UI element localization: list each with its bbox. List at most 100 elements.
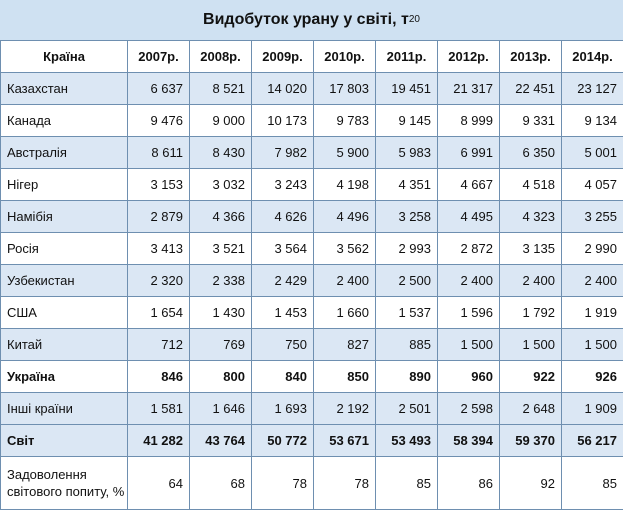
value-cell: 1 596	[438, 297, 500, 329]
country-cell: Казахстан	[1, 73, 128, 105]
value-cell: 3 413	[128, 233, 190, 265]
value-cell: 1 500	[562, 329, 623, 361]
value-cell: 5 900	[314, 137, 376, 169]
value-cell: 19 451	[376, 73, 438, 105]
value-cell: 4 626	[252, 201, 314, 233]
value-cell: 3 521	[190, 233, 252, 265]
value-cell: 926	[562, 361, 623, 393]
value-cell: 3 564	[252, 233, 314, 265]
value-cell: 2 320	[128, 265, 190, 297]
value-cell: 3 135	[500, 233, 562, 265]
value-cell: 4 667	[438, 169, 500, 201]
value-cell: 2 879	[128, 201, 190, 233]
value-cell: 59 370	[500, 425, 562, 457]
value-cell: 1 500	[500, 329, 562, 361]
value-cell: 922	[500, 361, 562, 393]
country-cell: Намібія	[1, 201, 128, 233]
value-cell: 14 020	[252, 73, 314, 105]
value-cell: 6 991	[438, 137, 500, 169]
value-cell: 1 646	[190, 393, 252, 425]
value-cell: 22 451	[500, 73, 562, 105]
value-cell: 9 134	[562, 105, 623, 137]
value-cell: 4 323	[500, 201, 562, 233]
value-cell: 58 394	[438, 425, 500, 457]
value-cell: 6 350	[500, 137, 562, 169]
value-cell: 56 217	[562, 425, 623, 457]
value-cell: 2 648	[500, 393, 562, 425]
value-cell: 750	[252, 329, 314, 361]
value-cell: 8 521	[190, 73, 252, 105]
value-cell: 2 338	[190, 265, 252, 297]
value-cell: 1 500	[438, 329, 500, 361]
value-cell: 2 400	[314, 265, 376, 297]
value-cell: 960	[438, 361, 500, 393]
value-cell: 712	[128, 329, 190, 361]
value-cell: 5 983	[376, 137, 438, 169]
value-cell: 3 562	[314, 233, 376, 265]
value-cell: 3 153	[128, 169, 190, 201]
value-cell: 2 400	[438, 265, 500, 297]
value-cell: 8 611	[128, 137, 190, 169]
value-cell: 53 671	[314, 425, 376, 457]
value-cell: 68	[190, 457, 252, 510]
row-label-line: світового попиту, %	[7, 484, 124, 499]
value-cell: 78	[314, 457, 376, 510]
country-cell: Китай	[1, 329, 128, 361]
value-cell: 23 127	[562, 73, 623, 105]
value-cell: 1 660	[314, 297, 376, 329]
value-cell: 1 453	[252, 297, 314, 329]
value-cell: 4 366	[190, 201, 252, 233]
value-cell: 4 057	[562, 169, 623, 201]
value-cell: 1 537	[376, 297, 438, 329]
column-header-2007: 2007р.	[128, 41, 190, 73]
value-cell: 2 872	[438, 233, 500, 265]
value-cell: 9 331	[500, 105, 562, 137]
value-cell: 85	[562, 457, 623, 510]
column-header-2013: 2013р.	[500, 41, 562, 73]
column-header-2011: 2011р.	[376, 41, 438, 73]
value-cell: 9 000	[190, 105, 252, 137]
value-cell: 8 430	[190, 137, 252, 169]
value-cell: 21 317	[438, 73, 500, 105]
value-cell: 8 999	[438, 105, 500, 137]
country-cell: Канада	[1, 105, 128, 137]
value-cell: 846	[128, 361, 190, 393]
value-cell: 4 518	[500, 169, 562, 201]
value-cell: 2 429	[252, 265, 314, 297]
value-cell: 800	[190, 361, 252, 393]
value-cell: 2 598	[438, 393, 500, 425]
value-cell: 4 198	[314, 169, 376, 201]
country-cell: Узбекистан	[1, 265, 128, 297]
value-cell: 2 192	[314, 393, 376, 425]
value-cell: 43 764	[190, 425, 252, 457]
value-cell: 2 993	[376, 233, 438, 265]
value-cell: 2 501	[376, 393, 438, 425]
value-cell: 9 476	[128, 105, 190, 137]
value-cell: 2 400	[500, 265, 562, 297]
country-cell: Інші країни	[1, 393, 128, 425]
title-text: Видобуток урану у світі, т	[203, 11, 409, 29]
value-cell: 1 581	[128, 393, 190, 425]
value-cell: 64	[128, 457, 190, 510]
country-cell: Україна	[1, 361, 128, 393]
country-cell: Нігер	[1, 169, 128, 201]
value-cell: 890	[376, 361, 438, 393]
value-cell: 1 430	[190, 297, 252, 329]
column-header-2009: 2009р.	[252, 41, 314, 73]
value-cell: 4 496	[314, 201, 376, 233]
value-cell: 3 243	[252, 169, 314, 201]
value-cell: 7 982	[252, 137, 314, 169]
value-cell: 50 772	[252, 425, 314, 457]
